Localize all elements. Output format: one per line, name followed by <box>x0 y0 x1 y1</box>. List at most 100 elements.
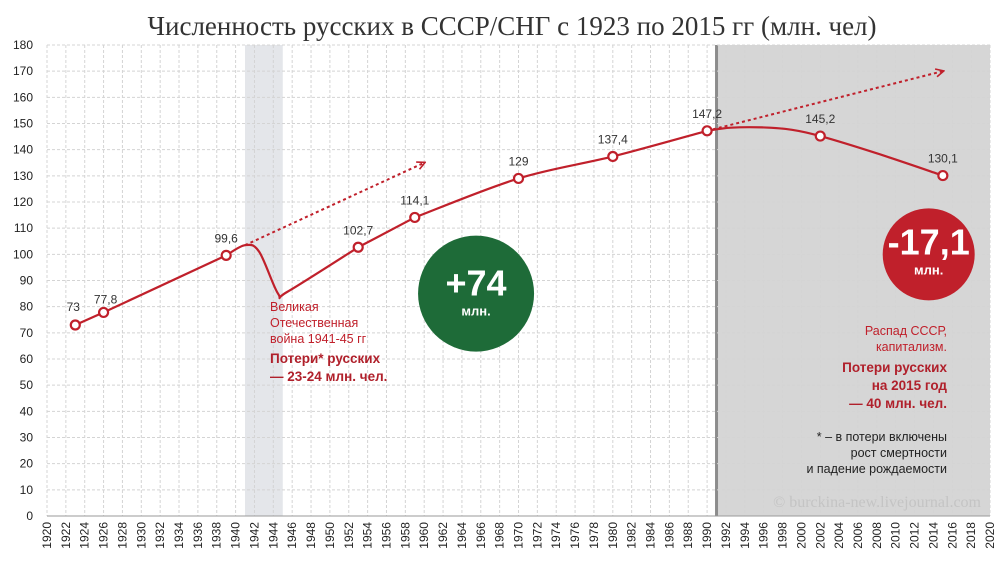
svg-text:Великая: Великая <box>270 300 319 314</box>
data-point <box>409 211 421 224</box>
war-annotation: Великая Отечественная война 1941-45 гг П… <box>270 300 387 384</box>
svg-text:Отечественная: Отечественная <box>270 316 358 330</box>
x-tick-label: 1936 <box>191 522 205 549</box>
collapse-annotation: Распад СССР, капитализм. Потери русских … <box>842 324 947 411</box>
footnote-line: и падение рождаемости <box>806 462 947 476</box>
war-annotation-bold: — 23-24 млн. чел. <box>270 369 387 384</box>
y-tick-label: 80 <box>20 300 34 314</box>
x-tick-label: 1958 <box>398 522 412 549</box>
war-annotation-line: Отечественная <box>270 316 358 330</box>
data-label: 130,1 <box>928 152 958 166</box>
data-point <box>701 125 713 137</box>
y-tick-label: 0 <box>26 509 33 523</box>
x-tick-label: 1956 <box>379 522 393 549</box>
x-tick-label: 1938 <box>210 522 224 549</box>
chart-title: Численность русских в СССР/СНГ с 1923 по… <box>147 11 876 41</box>
x-tick-label: 1966 <box>474 522 488 549</box>
svg-text:Потери русских: Потери русских <box>842 360 947 375</box>
data-point <box>97 306 110 319</box>
x-tick-label: 1950 <box>323 522 337 549</box>
x-tick-label: 1968 <box>493 522 507 549</box>
data-label: 145,2 <box>805 112 835 126</box>
x-tick-label: 1996 <box>757 522 771 549</box>
trend-arrow <box>244 163 424 247</box>
badge-value: -17,1 <box>888 221 970 262</box>
svg-text:— 23-24 млн. чел.: — 23-24 млн. чел. <box>270 369 387 384</box>
x-tick-label: 1926 <box>97 522 111 549</box>
collapse-annotation-bold: на 2015 год <box>872 378 948 393</box>
x-tick-label: 2016 <box>945 522 959 549</box>
x-tick-label: 1962 <box>436 522 450 549</box>
x-tick-label: 1944 <box>266 522 280 549</box>
trend-arrows <box>244 71 943 247</box>
x-axis: 1920 1922 1924 1926 1928 1930 1932 1934 1936 1938… <box>40 515 997 549</box>
data-point <box>69 319 81 331</box>
data-label: 102,7 <box>343 223 373 237</box>
x-tick-label: 2006 <box>851 522 865 549</box>
x-tick-label: 1932 <box>153 522 167 549</box>
badge-circle <box>882 208 975 301</box>
x-tick-label: 1924 <box>78 522 92 549</box>
y-tick-label: 100 <box>13 247 33 261</box>
x-tick-label: 2004 <box>832 522 846 549</box>
x-tick-label: 1954 <box>361 522 375 549</box>
x-tick-label: 1982 <box>625 522 639 549</box>
data-point <box>937 169 949 182</box>
y-tick-label: 40 <box>20 404 34 418</box>
series-line-war-dip <box>225 243 359 300</box>
data-point <box>352 241 364 253</box>
war-annotation-bold: Потери* русских <box>270 351 381 366</box>
y-tick-label: 170 <box>13 64 33 78</box>
data-point <box>512 172 525 185</box>
war-annotation-line: война 1941-45 гг <box>270 332 367 346</box>
data-label: 147,2 <box>692 107 722 121</box>
data-label: 73 <box>67 300 81 314</box>
war-annotation-line: Великая <box>270 300 319 314</box>
x-tick-label: 2014 <box>926 522 940 549</box>
data-label: 99,6 <box>214 231 238 245</box>
x-tick-label: 1992 <box>719 522 733 549</box>
svg-text:* – в потери включены: * – в потери включены <box>817 430 947 444</box>
svg-text:Распад СССР,: Распад СССР, <box>865 324 947 338</box>
series-line-postwar <box>414 129 708 219</box>
y-tick-label: 30 <box>20 431 34 445</box>
x-tick-label: 2008 <box>870 522 884 549</box>
data-label: 77,8 <box>94 292 118 306</box>
data-label: 129 <box>508 154 528 168</box>
y-tick-label: 180 <box>13 38 33 52</box>
y-tick-label: 150 <box>13 117 33 131</box>
data-point <box>607 150 619 163</box>
data-point <box>220 249 232 261</box>
data-label: 137,4 <box>598 132 628 146</box>
y-tick-label: 50 <box>20 378 34 392</box>
series-line-prewar <box>74 254 227 326</box>
x-tick-label: 1974 <box>549 522 563 549</box>
data-labels: 73 77,8 99,6 102,7 114,1 129 137,4 147,2 145,2 13… <box>67 107 959 314</box>
y-tick-label: 20 <box>20 457 34 471</box>
x-tick-label: 1920 <box>40 522 54 549</box>
x-tick-label: 1976 <box>568 522 582 549</box>
y-tick-label: 70 <box>20 326 34 340</box>
badge-circle <box>418 235 535 352</box>
x-tick-label: 1998 <box>776 522 790 549</box>
x-tick-label: 1942 <box>247 522 261 549</box>
y-tick-label: 10 <box>20 483 34 497</box>
x-tick-label: 1986 <box>662 522 676 549</box>
footnote-line: * – в потери включены <box>817 430 947 444</box>
x-tick-label: 2000 <box>794 522 808 549</box>
x-tick-label: 1948 <box>304 522 318 549</box>
x-tick-label: 1940 <box>229 522 243 549</box>
x-tick-label: 1984 <box>644 522 658 549</box>
x-tick-label: 1994 <box>738 522 752 549</box>
collapse-annotation-line: капитализм. <box>876 340 947 354</box>
badge-value: +74 <box>446 263 507 304</box>
x-tick-label: 1970 <box>512 522 526 549</box>
x-tick-label: 1952 <box>342 522 356 549</box>
collapse-annotation-bold: — 40 млн. чел. <box>849 396 947 411</box>
data-points <box>69 125 949 331</box>
y-tick-label: 60 <box>20 352 34 366</box>
footnote: * – в потери включены рост смертности и … <box>806 430 947 476</box>
svg-text:Потери* русских: Потери* русских <box>270 351 381 366</box>
